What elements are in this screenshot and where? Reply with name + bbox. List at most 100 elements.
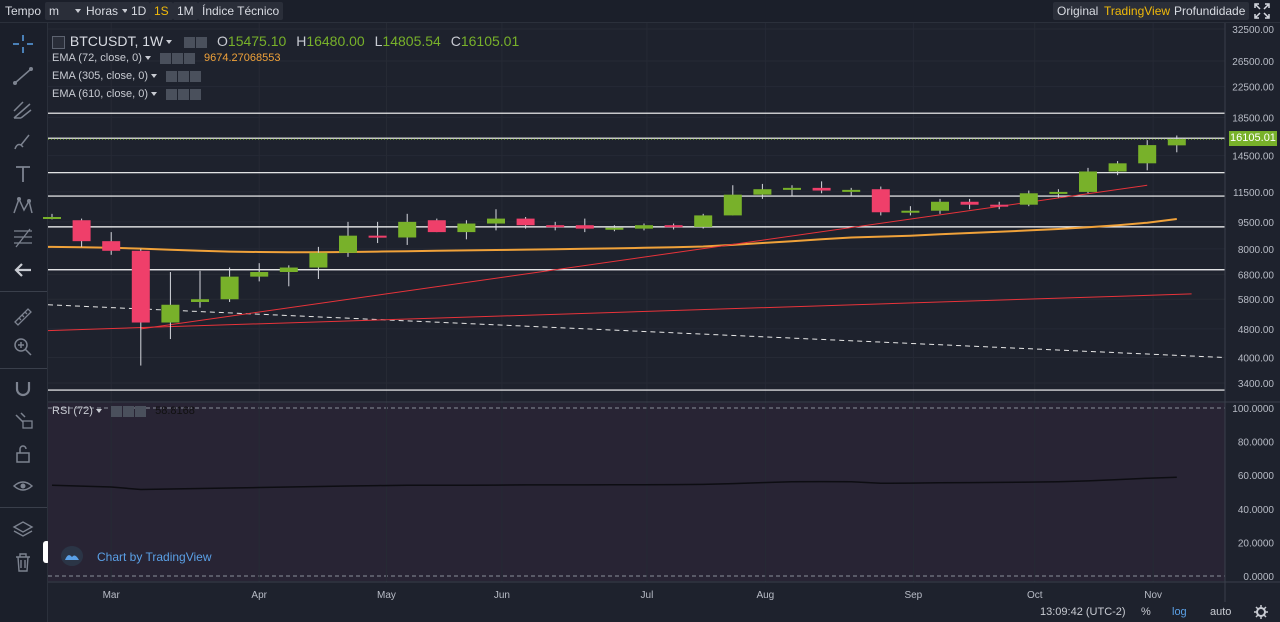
low-label: L xyxy=(374,33,383,49)
clock-readout: 13:09:42 (UTC-2) xyxy=(1040,606,1126,618)
technical-index-button[interactable]: Índice Técnico xyxy=(198,2,284,20)
ema610-label[interactable]: EMA (610, close, 0) xyxy=(52,88,148,100)
pattern-icon[interactable] xyxy=(11,195,35,217)
chevron-down-icon[interactable] xyxy=(95,409,102,414)
tradingview-logo-icon[interactable] xyxy=(61,546,83,566)
candle xyxy=(368,221,387,244)
chevron-down-icon[interactable] xyxy=(166,40,173,45)
ema305-legend: EMA (305, close, 0) xyxy=(52,70,202,82)
auto-toggle[interactable]: auto xyxy=(1210,606,1232,618)
eye-icon[interactable] xyxy=(184,36,196,48)
chevron-down-icon xyxy=(75,9,81,13)
candle-body xyxy=(1167,139,1186,146)
rsi-legend: RSI (72) 58.8168 xyxy=(52,405,195,417)
close-icon[interactable] xyxy=(135,405,147,417)
horas-select[interactable]: Horas xyxy=(82,2,131,20)
toolbar-divider xyxy=(0,291,47,292)
layers-icon[interactable] xyxy=(11,519,35,541)
ema72-label[interactable]: EMA (72, close, 0) xyxy=(52,52,142,64)
rsi-tick-label: 80.0000 xyxy=(1238,438,1275,449)
settings-icon[interactable] xyxy=(123,405,135,417)
close-icon[interactable] xyxy=(190,88,202,100)
fullscreen-icon[interactable] xyxy=(1254,3,1270,19)
fib-icon[interactable] xyxy=(11,227,35,249)
crosshair-icon[interactable] xyxy=(11,33,35,55)
candle-body xyxy=(43,216,61,219)
rsi-tick-label: 60.0000 xyxy=(1238,471,1275,482)
zoom-in-icon[interactable] xyxy=(11,335,35,357)
candle-body xyxy=(931,201,949,211)
view-depth-button[interactable]: Profundidade xyxy=(1170,2,1250,20)
gear-icon[interactable] xyxy=(1254,605,1268,619)
collapse-icon[interactable] xyxy=(52,35,65,49)
eye-icon[interactable] xyxy=(159,52,171,64)
eye-icon[interactable] xyxy=(166,88,178,100)
rsi-label[interactable]: RSI (72) xyxy=(52,405,93,417)
chevron-down-icon[interactable] xyxy=(144,56,151,61)
candle-body xyxy=(635,225,653,229)
text-tool-icon[interactable] xyxy=(11,163,35,185)
candle xyxy=(279,265,298,287)
eye-icon[interactable] xyxy=(11,475,35,497)
red-trend-line xyxy=(47,293,1192,332)
close-value: 16105.01 xyxy=(460,33,520,49)
pitchfork-icon[interactable] xyxy=(11,99,35,121)
magnet-icon[interactable] xyxy=(11,377,35,399)
candle xyxy=(635,223,653,231)
lock-icon[interactable] xyxy=(11,443,35,465)
brush-icon[interactable] xyxy=(11,131,35,153)
candle xyxy=(43,213,61,220)
interval-1s-button[interactable]: 1S xyxy=(150,2,173,20)
close-icon[interactable] xyxy=(183,52,195,64)
interval-1d-button[interactable]: 1D xyxy=(127,2,151,20)
settings-icon[interactable] xyxy=(178,88,190,100)
y-tick-label: 4000.00 xyxy=(1238,354,1275,365)
settings-icon[interactable] xyxy=(196,36,208,48)
candle xyxy=(842,187,861,197)
settings-icon[interactable] xyxy=(178,70,190,82)
trend-line-icon[interactable] xyxy=(11,65,35,87)
interval-1m-button[interactable]: 1M xyxy=(173,2,198,20)
log-toggle[interactable]: log xyxy=(1172,606,1187,618)
candle xyxy=(1079,167,1097,194)
candle xyxy=(191,270,209,308)
y-tick-label: 6800.00 xyxy=(1238,270,1275,281)
ruler-icon[interactable] xyxy=(11,305,35,327)
rsi-tick-label: 100.0000 xyxy=(1232,404,1274,415)
panel-collapse-handle[interactable] xyxy=(43,541,50,563)
candle-body xyxy=(546,225,565,228)
settings-icon[interactable] xyxy=(171,52,183,64)
y-tick-label: 5800.00 xyxy=(1238,295,1275,306)
candle xyxy=(753,183,772,199)
y-tick-label: 14500.00 xyxy=(1232,152,1274,163)
close-icon[interactable] xyxy=(190,70,202,82)
view-original-button[interactable]: Original xyxy=(1053,2,1103,20)
rsi-tick-label: 20.0000 xyxy=(1238,538,1275,549)
interval-select[interactable]: m xyxy=(45,2,84,20)
candle xyxy=(161,272,180,340)
eye-icon[interactable] xyxy=(111,405,123,417)
x-tick-label: Jun xyxy=(494,590,510,601)
top-toolbar: Tempo m Horas 1D 1S 1M Índice Técnico Or… xyxy=(0,0,1280,23)
symbol-name[interactable]: BTCUSDT, 1W xyxy=(69,33,164,49)
candle-body xyxy=(753,189,772,195)
percent-toggle[interactable]: % xyxy=(1141,606,1151,618)
trash-icon[interactable] xyxy=(11,551,35,573)
back-arrow-icon[interactable] xyxy=(11,259,35,281)
chevron-down-icon[interactable] xyxy=(151,92,157,97)
candle xyxy=(931,198,949,214)
stay-in-drawing-icon[interactable] xyxy=(11,409,35,431)
chevron-down-icon[interactable] xyxy=(151,74,157,79)
last-price-label: 16105.01 xyxy=(1229,131,1277,146)
view-tradingview-button[interactable]: TradingView xyxy=(1100,2,1175,20)
candle xyxy=(102,232,121,255)
candle-body xyxy=(664,225,683,228)
candle-body xyxy=(605,227,624,230)
ema305-label[interactable]: EMA (305, close, 0) xyxy=(52,70,148,82)
candle-body xyxy=(398,221,417,238)
watermark-text[interactable]: Chart by TradingView xyxy=(97,550,212,564)
eye-icon[interactable] xyxy=(166,70,178,82)
low-value: 14805.54 xyxy=(382,33,441,49)
red-trend-line xyxy=(140,184,1148,330)
